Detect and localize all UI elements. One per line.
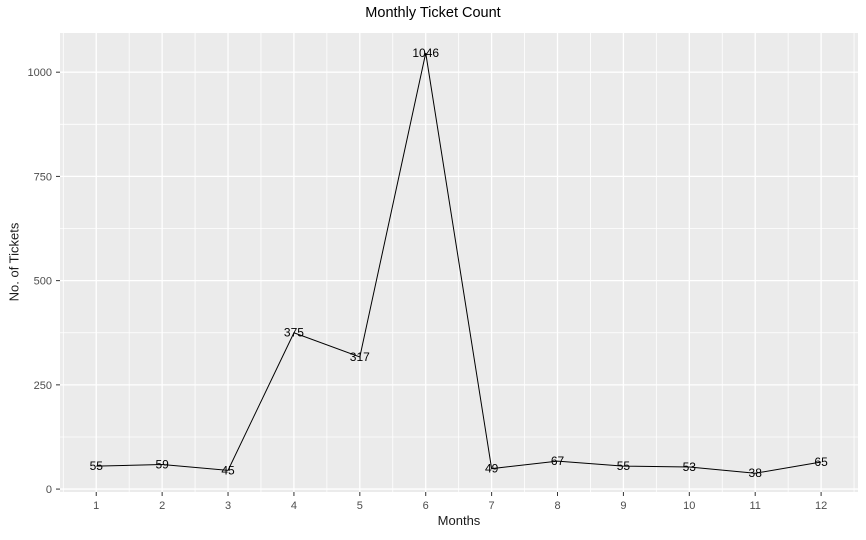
x-tick-label: 4	[291, 500, 297, 512]
x-tick-label: 7	[489, 500, 495, 512]
data-point-label: 375	[284, 326, 304, 340]
x-tick-label: 1	[93, 500, 99, 512]
y-tick-label: 0	[46, 484, 52, 496]
data-point-label: 45	[221, 463, 235, 477]
x-tick-label: 2	[159, 500, 165, 512]
x-tick-label: 3	[225, 500, 231, 512]
data-point-label: 53	[683, 460, 697, 474]
data-point-label: 59	[155, 457, 169, 471]
data-point-label: 1046	[412, 46, 439, 60]
x-tick-label: 11	[749, 500, 760, 512]
data-point-label: 38	[749, 466, 763, 480]
data-point-label: 55	[617, 459, 631, 473]
x-tick-label: 5	[357, 500, 363, 512]
chart-title: Monthly Ticket Count	[365, 5, 501, 21]
x-tick-label: 6	[423, 500, 429, 512]
x-axis-title: Months	[437, 513, 481, 528]
y-tick-label: 750	[34, 171, 52, 183]
data-point-label: 65	[814, 455, 828, 469]
data-point-label: 317	[350, 350, 370, 364]
data-point-label: 49	[485, 462, 499, 476]
y-tick-label: 500	[34, 276, 52, 288]
series-line	[96, 52, 822, 474]
data-point-label: 67	[551, 454, 565, 468]
data-point-label: 55	[90, 459, 104, 473]
y-tick-label: 1000	[28, 67, 52, 79]
x-tick-label: 12	[815, 500, 827, 512]
x-tick-label: 9	[620, 500, 626, 512]
x-tick-label: 8	[554, 500, 560, 512]
y-tick-label: 250	[34, 380, 52, 392]
x-tick-label: 10	[683, 500, 695, 512]
